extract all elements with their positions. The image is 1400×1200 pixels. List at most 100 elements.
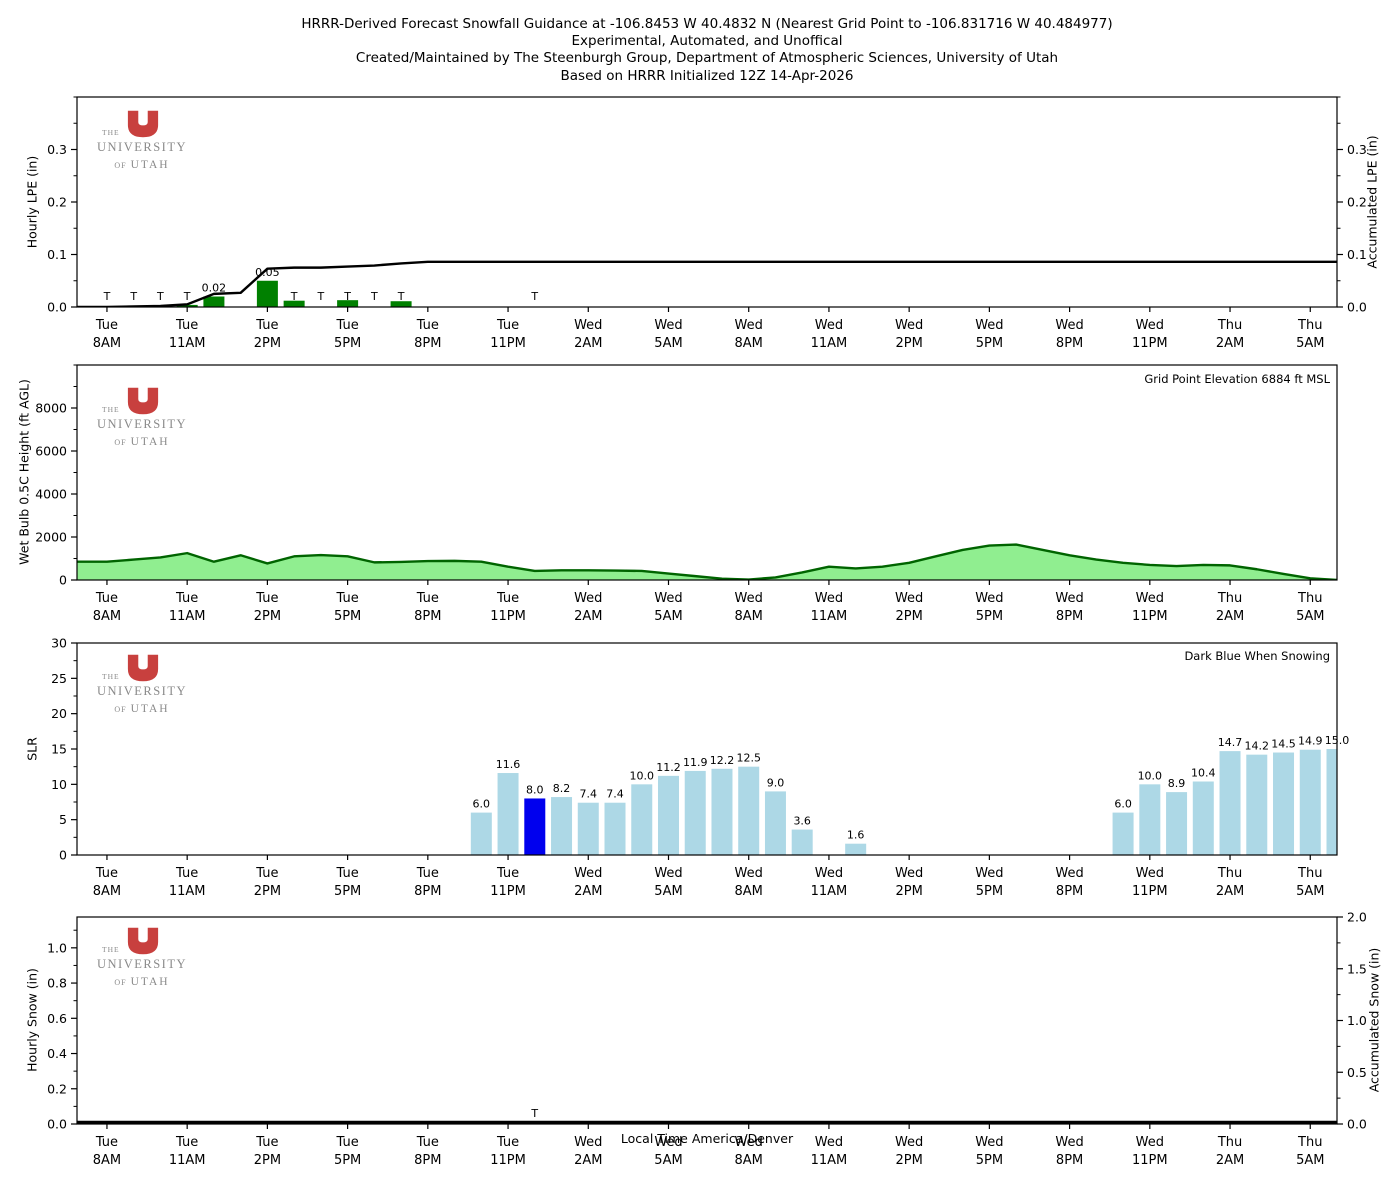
svg-text:5PM: 5PM: [334, 336, 361, 351]
svg-text:2PM: 2PM: [254, 609, 281, 624]
svg-text:9.0: 9.0: [767, 776, 785, 789]
svg-text:8AM: 8AM: [93, 884, 121, 899]
svg-text:2AM: 2AM: [574, 884, 602, 899]
svg-text:4000: 4000: [35, 487, 67, 502]
svg-text:T: T: [129, 290, 137, 303]
svg-text:7.4: 7.4: [606, 788, 624, 801]
svg-text:Tue: Tue: [416, 591, 439, 606]
svg-text:2AM: 2AM: [574, 336, 602, 351]
svg-text:Tue: Tue: [95, 866, 118, 881]
svg-text:2.0: 2.0: [1347, 910, 1367, 925]
svg-text:14.9: 14.9: [1298, 735, 1323, 748]
svg-text:2000: 2000: [35, 530, 67, 545]
svg-text:Wed: Wed: [574, 866, 602, 881]
svg-text:11PM: 11PM: [490, 884, 526, 899]
svg-text:T: T: [530, 1107, 538, 1120]
svg-text:0: 0: [59, 848, 67, 863]
svg-text:Wed: Wed: [975, 1135, 1003, 1150]
svg-text:5AM: 5AM: [654, 609, 682, 624]
svg-text:Tue: Tue: [175, 318, 198, 333]
svg-text:Wed: Wed: [815, 318, 843, 333]
svg-text:Wed: Wed: [574, 318, 602, 333]
svg-text:5AM: 5AM: [1296, 884, 1324, 899]
svg-text:2AM: 2AM: [1216, 609, 1244, 624]
svg-text:7.4: 7.4: [580, 788, 598, 801]
svg-text:8AM: 8AM: [93, 336, 121, 351]
svg-text:6.0: 6.0: [473, 798, 491, 811]
svg-text:Wed: Wed: [975, 591, 1003, 606]
svg-text:Wed: Wed: [654, 1135, 682, 1150]
svg-text:Thu: Thu: [1297, 318, 1322, 333]
svg-text:5: 5: [59, 812, 67, 827]
svg-text:Wed: Wed: [735, 866, 763, 881]
svg-text:11AM: 11AM: [169, 336, 206, 351]
svg-text:8.0: 8.0: [526, 783, 544, 796]
svg-text:Tue: Tue: [95, 318, 118, 333]
svg-text:0.5: 0.5: [1347, 1065, 1367, 1080]
svg-text:8PM: 8PM: [414, 1153, 441, 1168]
svg-text:Tue: Tue: [255, 591, 278, 606]
svg-text:11PM: 11PM: [490, 336, 526, 351]
svg-text:11.6: 11.6: [496, 758, 521, 771]
svg-text:Wed: Wed: [735, 1135, 763, 1150]
svg-text:10: 10: [51, 777, 67, 792]
svg-text:2PM: 2PM: [254, 336, 281, 351]
svg-text:Tue: Tue: [416, 1135, 439, 1150]
svg-text:Tue: Tue: [496, 866, 519, 881]
svg-text:Tue: Tue: [336, 318, 359, 333]
svg-text:11AM: 11AM: [169, 1153, 206, 1168]
svg-text:5AM: 5AM: [654, 1153, 682, 1168]
svg-text:0.4: 0.4: [47, 1046, 67, 1061]
svg-text:Tue: Tue: [336, 591, 359, 606]
svg-text:5PM: 5PM: [976, 336, 1003, 351]
svg-text:0.6: 0.6: [47, 1011, 67, 1026]
svg-text:0: 0: [59, 573, 67, 588]
svg-text:2PM: 2PM: [254, 1153, 281, 1168]
svg-text:0.1: 0.1: [47, 247, 67, 262]
svg-text:Wed: Wed: [735, 318, 763, 333]
svg-text:10.4: 10.4: [1191, 767, 1216, 780]
svg-text:0.2: 0.2: [1347, 195, 1367, 210]
svg-text:11AM: 11AM: [811, 1153, 848, 1168]
figure-title-line-4: Based on HRRR Initialized 12Z 14-Apr-202…: [560, 68, 854, 84]
svg-text:Wed: Wed: [815, 591, 843, 606]
svg-text:8AM: 8AM: [735, 1153, 763, 1168]
svg-text:Wed: Wed: [1055, 318, 1083, 333]
svg-text:8AM: 8AM: [735, 336, 763, 351]
university-of-utah-logo: THE UNIVERSITY OF UTAH: [94, 926, 190, 989]
svg-text:Wed: Wed: [1136, 1135, 1164, 1150]
svg-text:8.2: 8.2: [553, 782, 571, 795]
svg-text:Wed: Wed: [735, 591, 763, 606]
svg-text:Tue: Tue: [496, 318, 519, 333]
svg-text:Tue: Tue: [336, 866, 359, 881]
figure-title-line-3: Created/Maintained by The Steenburgh Gro…: [355, 50, 1059, 66]
svg-text:2AM: 2AM: [574, 1153, 602, 1168]
svg-text:8PM: 8PM: [414, 884, 441, 899]
svg-text:8AM: 8AM: [93, 1153, 121, 1168]
svg-text:Wed: Wed: [895, 318, 923, 333]
svg-text:11PM: 11PM: [490, 609, 526, 624]
svg-text:Wed: Wed: [895, 866, 923, 881]
logo-the-text: THE: [102, 127, 120, 137]
svg-text:2AM: 2AM: [1216, 1153, 1244, 1168]
svg-text:T: T: [290, 290, 298, 303]
utah-block-u-icon: [127, 654, 159, 682]
svg-text:T: T: [103, 290, 111, 303]
svg-text:8AM: 8AM: [735, 609, 763, 624]
hourly-snow-panel: T Tue 8AM Tue 11AM Tue 2PM Tue 5PM Tue 8PM Tue 11PM W…: [47, 910, 1367, 1169]
svg-text:11AM: 11AM: [811, 336, 848, 351]
svg-text:0.0: 0.0: [47, 1117, 67, 1132]
svg-text:2AM: 2AM: [574, 609, 602, 624]
svg-text:Tue: Tue: [175, 591, 198, 606]
utah-block-u-icon: [127, 927, 159, 955]
svg-text:5AM: 5AM: [1296, 1153, 1324, 1168]
logo-of-text: OF: [114, 160, 127, 170]
svg-text:20: 20: [51, 706, 67, 721]
svg-text:0.0: 0.0: [47, 300, 67, 315]
figure-title-line-1: HRRR-Derived Forecast Snowfall Guidance …: [301, 16, 1113, 32]
svg-text:11AM: 11AM: [811, 609, 848, 624]
university-of-utah-logo: THE UNIVERSITY OF UTAH: [94, 386, 190, 449]
svg-text:Wed: Wed: [1136, 866, 1164, 881]
svg-text:11AM: 11AM: [811, 884, 848, 899]
